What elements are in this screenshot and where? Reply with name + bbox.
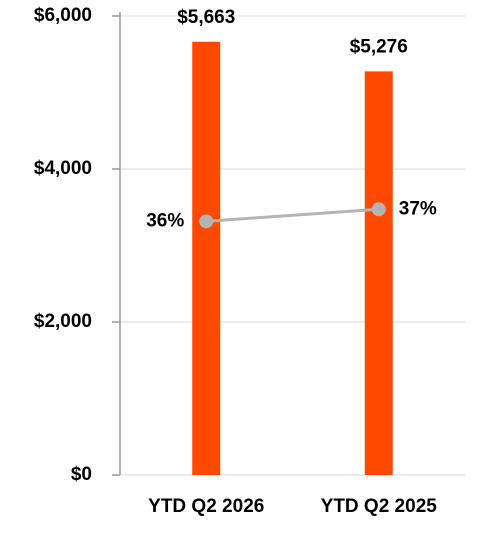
value-label: 37% bbox=[399, 198, 437, 219]
line-point bbox=[371, 202, 386, 217]
value-label: $5,276 bbox=[350, 36, 408, 57]
x-tick-label: YTD Q2 2025 bbox=[321, 496, 438, 517]
line-point bbox=[199, 214, 214, 229]
line bbox=[206, 207, 379, 223]
bar bbox=[364, 71, 393, 476]
y-tick-label: $2,000 bbox=[34, 311, 92, 332]
x-tick-label: YTD Q2 2026 bbox=[148, 496, 264, 517]
value-label: 36% bbox=[146, 210, 184, 231]
value-label: $5,663 bbox=[177, 7, 235, 28]
y-tick-label: $6,000 bbox=[34, 5, 92, 26]
bar bbox=[192, 41, 221, 476]
y-tick-label: $0 bbox=[71, 464, 92, 485]
y-tick-label: $4,000 bbox=[34, 158, 92, 179]
